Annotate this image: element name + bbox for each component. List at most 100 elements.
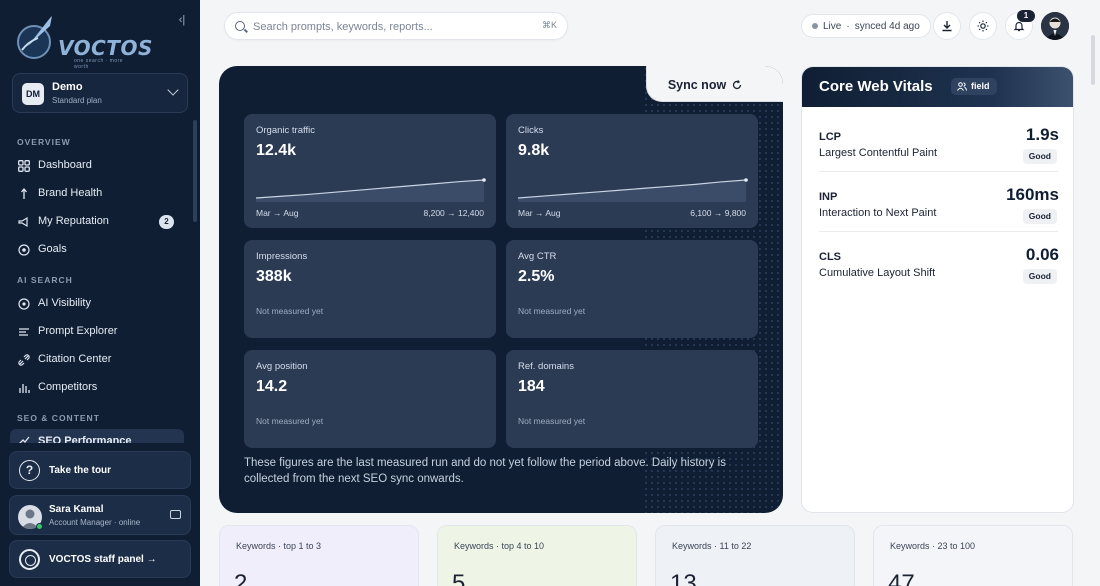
core-web-vitals-title: Core Web Vitals <box>819 78 933 95</box>
keyword-card-23-100[interactable]: Keywords · 23 to 100 47 <box>873 525 1073 586</box>
metric-status-badge: Good <box>1022 209 1057 224</box>
help-icon: ? <box>19 460 40 481</box>
kpi-sparkline <box>517 178 748 202</box>
kpi-value: 184 <box>518 378 545 395</box>
sidebar-item-ai-visibility[interactable]: AI Visibility <box>10 291 184 317</box>
keyword-card-label: Keywords · top 1 to 3 <box>236 541 322 551</box>
keyword-card-top-1-3[interactable]: Keywords · top 1 to 3 2 <box>219 525 419 586</box>
staff-panel-button[interactable]: VOCTOS staff panel → <box>9 540 191 578</box>
bell-icon <box>1013 21 1025 32</box>
sidebar-item-label: Prompt Explorer <box>38 325 118 337</box>
metric-abbr: CLS <box>819 251 841 263</box>
field-chip-label: field <box>971 81 990 91</box>
sync-now-button[interactable]: Sync now <box>646 76 764 94</box>
take-tour-label: Take the tour <box>49 465 112 476</box>
sidebar-item-citation-center[interactable]: Citation Center <box>10 347 184 373</box>
sidebar-item-competitors[interactable]: Competitors <box>10 375 184 401</box>
kpi-card-organic-traffic[interactable]: Organic traffic 12.4k Mar → Aug 8,200 → … <box>244 114 496 228</box>
rocket-logo-icon <box>17 16 52 59</box>
sidebar-item-label: Competitors <box>38 381 98 393</box>
list-icon <box>17 325 31 339</box>
account-manager-card[interactable]: Sara Kamal Account Manager · online <box>9 495 191 535</box>
sparkline-area <box>518 180 746 202</box>
kpi-sparkline <box>255 178 486 202</box>
keyword-card-top-4-10[interactable]: Keywords · top 4 to 10 5 <box>437 525 637 586</box>
collapse-sidebar-icon[interactable]: ‹| <box>178 14 186 26</box>
workspace-switcher[interactable]: DM Demo Standard plan <box>12 73 188 113</box>
sync-tab-notch <box>646 66 783 102</box>
sidebar-item-prompt-explorer[interactable]: Prompt Explorer <box>10 319 184 345</box>
sidebar-item-seo-performance[interactable]: SEO Performance <box>10 429 184 443</box>
metric-abbr: LCP <box>819 131 841 143</box>
theme-toggle-button[interactable] <box>969 12 997 40</box>
search-shortcut: ⌘K <box>541 20 557 30</box>
sidebar-scrollbar[interactable] <box>193 120 197 222</box>
sync-now-label: Sync now <box>667 78 727 92</box>
divider <box>819 171 1058 172</box>
field-data-chip: field <box>951 78 997 95</box>
metric-value: 160ms <box>1006 185 1059 204</box>
status-live: Live <box>823 20 842 32</box>
kpi-note: Not measured yet <box>518 306 586 316</box>
sparkline-line <box>255 179 485 199</box>
metric-value: 0.06 <box>1025 245 1059 264</box>
sidebar-item-goals[interactable]: Goals <box>10 237 184 263</box>
live-dot-icon <box>812 23 818 29</box>
link-icon <box>17 353 31 367</box>
bar-chart-icon <box>17 381 31 395</box>
take-tour-button[interactable]: ? Take the tour <box>9 451 191 489</box>
divider <box>819 231 1058 232</box>
sparkline-end-point <box>482 178 486 182</box>
eye-icon <box>17 297 31 311</box>
shield-icon <box>19 549 40 570</box>
kpi-note: Not measured yet <box>256 416 324 426</box>
refresh-icon <box>733 80 742 90</box>
kpi-label: Avg position <box>256 361 308 372</box>
kpi-card-ref-domains[interactable]: Ref. domains 184 Not measured yet <box>506 350 758 448</box>
download-button[interactable] <box>933 12 961 40</box>
sidebar-item-brand-health[interactable]: Brand Health <box>10 181 184 207</box>
sidebar-item-label: AI Visibility <box>38 297 91 309</box>
keyword-card-label: Keywords · top 4 to 10 <box>454 541 545 551</box>
metric-row-inp: INP Interaction to Next Paint 160ms Good <box>802 181 1073 241</box>
notification-count-badge: 1 <box>1017 10 1035 22</box>
core-web-vitals-card: Core Web Vitals field LCP Largest Conten… <box>801 66 1074 513</box>
sidebar-item-dashboard[interactable]: Dashboard <box>10 153 184 179</box>
kpi-card-clicks[interactable]: Clicks 9.8k Mar → Aug 6,100 → 9,800 <box>506 114 758 228</box>
kpi-value: 9.8k <box>518 142 550 159</box>
metric-row-cls: CLS Cumulative Layout Shift 0.06 Good <box>802 241 1073 301</box>
kpi-note: Not measured yet <box>256 306 324 316</box>
page-scrollbar[interactable] <box>1091 35 1095 85</box>
search-bar[interactable]: ⌘K <box>224 12 568 40</box>
sparkline-end-point <box>744 178 748 182</box>
sidebar-item-my-reputation[interactable]: My Reputation 2 <box>10 209 184 235</box>
kpi-value: 2.5% <box>518 268 555 285</box>
brand-tagline: one search · more worth <box>74 58 124 70</box>
sync-status-pill: Live · synced 4d ago <box>801 14 931 38</box>
sun-icon <box>977 20 989 32</box>
search-input[interactable] <box>253 19 523 35</box>
keyword-card-value: 2 <box>234 570 248 586</box>
reputation-count-badge: 2 <box>159 215 174 229</box>
user-avatar[interactable] <box>1041 12 1069 40</box>
kpi-card-impressions[interactable]: Impressions 388k Not measured yet <box>244 240 496 338</box>
brand-logo[interactable]: VOCTOS one search · more worth <box>14 12 152 70</box>
sidebar-item-label: Dashboard <box>38 159 92 171</box>
metric-name: Cumulative Layout Shift <box>819 267 936 279</box>
nav-section-overview: OVERVIEW <box>17 137 71 147</box>
chat-icon[interactable] <box>170 510 181 519</box>
kpi-card-avg-position[interactable]: Avg position 14.2 Not measured yet <box>244 350 496 448</box>
kpi-label: Ref. domains <box>518 361 574 372</box>
sparkline-area <box>256 180 484 202</box>
workspace-plan: Standard plan <box>52 96 102 105</box>
sidebar-item-label: Brand Health <box>38 187 103 199</box>
keyword-card-11-22[interactable]: Keywords · 11 to 22 13 <box>655 525 855 586</box>
brand-name: VOCTOS <box>58 36 153 60</box>
keyword-card-value: 13 <box>670 570 697 586</box>
kpi-card-avg-ctr[interactable]: Avg CTR 2.5% Not measured yet <box>506 240 758 338</box>
sidebar-item-label: My Reputation <box>38 215 109 227</box>
status-synced: synced 4d ago <box>854 20 920 32</box>
kpi-value: 12.4k <box>256 142 297 159</box>
core-web-vitals-header: Core Web Vitals field <box>802 67 1073 107</box>
users-icon <box>957 82 967 91</box>
